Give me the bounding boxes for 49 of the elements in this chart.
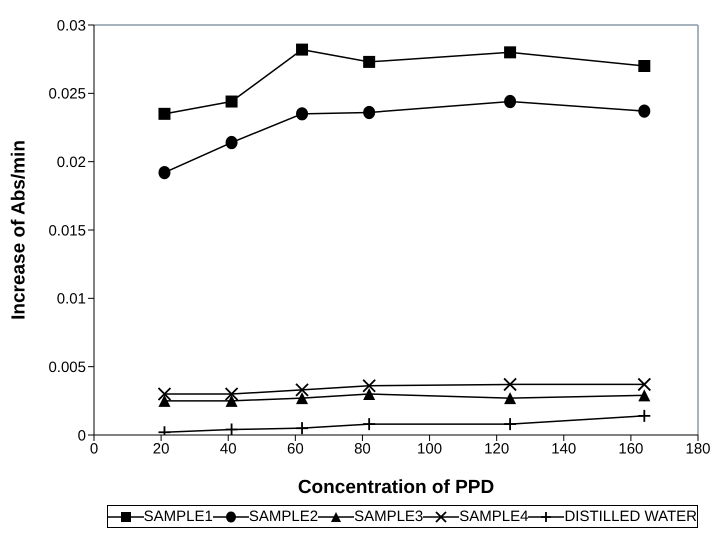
point [158,166,170,180]
point [296,107,308,120]
point [296,44,308,56]
legend-label: DISTILLED WATER [564,508,697,525]
legend-label: SAMPLE4 [459,508,528,525]
x-tick-label: 0 [90,440,98,458]
x-tick-label: 140 [551,440,576,458]
point [362,378,376,393]
point [295,383,309,397]
point [363,56,376,68]
point [638,60,650,72]
point [363,106,376,120]
point [503,378,517,392]
y-tick-label: 0 [78,427,86,444]
point [296,392,308,404]
y-tick-label: 0.01 [56,290,86,308]
point [158,108,170,120]
legend-label: SAMPLE2 [248,508,318,525]
x-tick-label: 40 [220,440,237,458]
point [637,378,652,392]
point [158,387,172,401]
x-tick-label: 80 [354,440,371,458]
point [504,46,516,58]
point [363,388,376,400]
y-tick-label: 0.02 [56,154,86,171]
point [226,96,238,108]
y-tick-label: 0.015 [48,222,86,240]
x-tick-label: 60 [286,440,304,458]
legend-label: SAMPLE3 [354,508,424,525]
x-axis-title: Concentration of PPD [298,477,494,498]
point [504,94,516,108]
x-tick-label: 160 [618,440,644,458]
point [226,394,238,407]
point [638,104,650,118]
y-axis-title: Increase of Abs/min [8,140,30,320]
y-tick-label: 0.03 [56,17,86,34]
x-tick-label: 100 [417,440,442,458]
point [638,389,650,402]
legend-label: SAMPLE1 [144,508,213,525]
point [504,392,516,404]
x-tick-label: 20 [152,440,170,458]
point [224,387,238,401]
point [637,408,652,423]
x-tick-label: 180 [685,440,711,458]
point [226,136,238,150]
x-tick-label: 120 [484,440,510,458]
y-tick-label: 0.025 [48,86,86,103]
y-tick-label: 0.005 [48,358,86,376]
point [158,394,170,407]
